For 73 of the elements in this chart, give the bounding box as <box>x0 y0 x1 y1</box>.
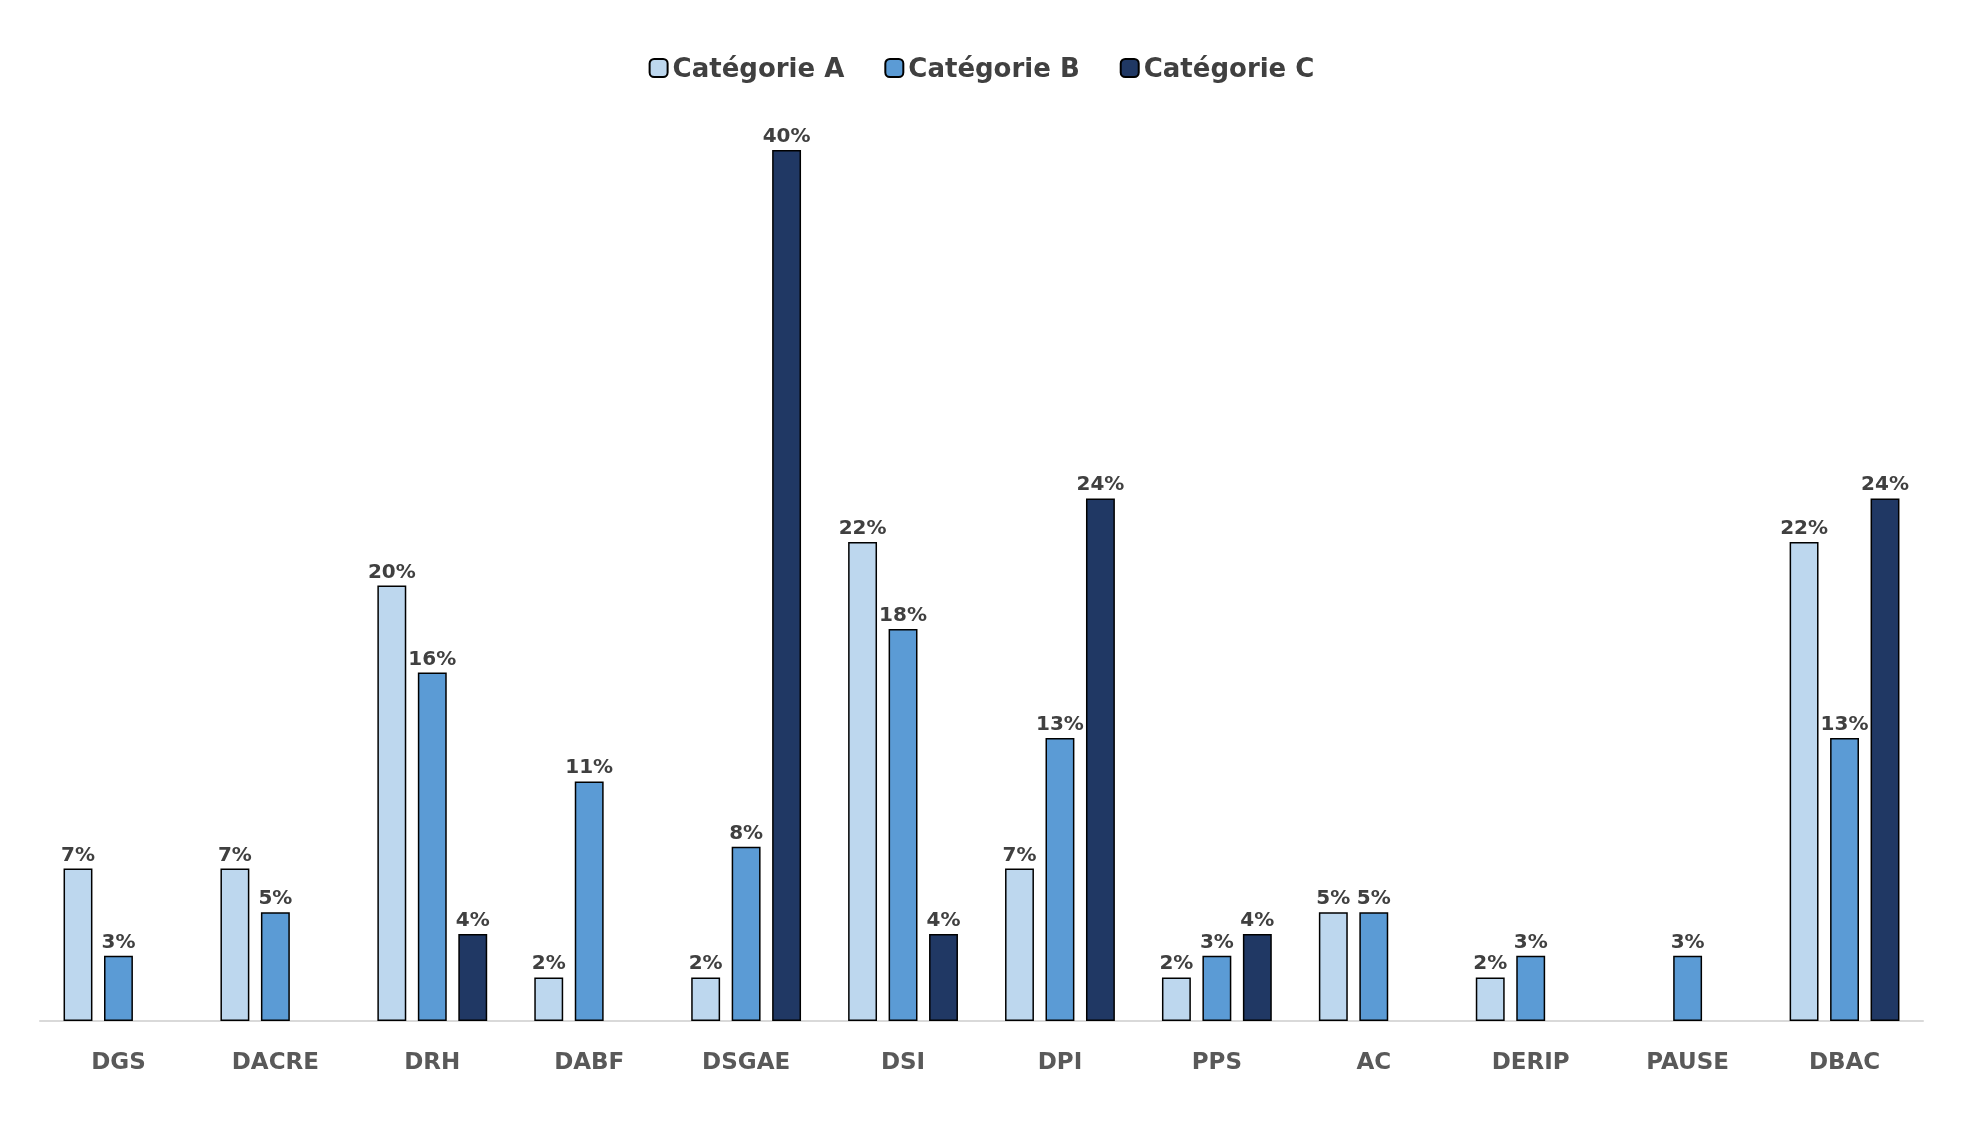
x-tick-label: DACRE <box>231 1047 319 1074</box>
x-tick-label: DERIP <box>1491 1047 1570 1074</box>
data-label: 18% <box>879 602 927 627</box>
x-tick-label: PPS <box>1191 1047 1243 1074</box>
bar <box>1085 498 1115 1021</box>
data-label: 22% <box>838 514 887 539</box>
bar <box>574 781 604 1021</box>
data-label: 24% <box>1861 471 1909 496</box>
bar <box>1673 955 1703 1021</box>
data-label: 3% <box>1199 928 1234 953</box>
x-tick-label: DRH <box>404 1047 461 1074</box>
data-label: 7% <box>1002 841 1037 866</box>
x-tick-label: DGS <box>91 1047 146 1074</box>
data-label: 16% <box>408 645 457 670</box>
bar <box>260 912 290 1021</box>
data-label: 2% <box>1473 950 1508 975</box>
bar <box>1830 737 1859 1021</box>
data-label: 5% <box>1356 885 1391 910</box>
bar <box>1161 977 1191 1021</box>
bar <box>458 933 488 1021</box>
data-label: 11% <box>565 754 614 779</box>
legend-label: Catégorie B <box>908 53 1080 83</box>
data-label: 4% <box>1240 906 1275 931</box>
data-label: 13% <box>1820 710 1869 735</box>
bar <box>1789 541 1819 1021</box>
x-tick-label: DSGAE <box>702 1047 791 1074</box>
data-label: 3% <box>101 928 136 953</box>
bar <box>848 541 878 1021</box>
data-label: 2% <box>531 950 566 975</box>
bar <box>534 977 564 1021</box>
x-tick-label: DBAC <box>1808 1047 1881 1074</box>
bar <box>691 977 721 1021</box>
bar <box>417 672 447 1021</box>
data-label: 2% <box>1159 950 1194 975</box>
bar <box>1045 737 1075 1021</box>
bar <box>1242 933 1272 1021</box>
legend-label: Catégorie C <box>1143 53 1315 83</box>
bar <box>772 150 802 1021</box>
data-label: 5% <box>1316 885 1351 910</box>
bar <box>731 846 761 1021</box>
data-label: 3% <box>1670 928 1705 953</box>
data-label: 7% <box>61 841 95 866</box>
data-label: 40% <box>762 123 811 147</box>
bar <box>888 629 918 1021</box>
bar <box>220 868 250 1021</box>
data-label: 3% <box>1513 928 1548 953</box>
x-tick-label: AC <box>1356 1047 1392 1074</box>
bar <box>1005 868 1034 1021</box>
data-label: 13% <box>1036 710 1084 735</box>
bar <box>377 585 407 1021</box>
bar <box>929 933 958 1021</box>
bar <box>63 868 93 1021</box>
bar <box>104 955 133 1021</box>
bar <box>1318 912 1348 1021</box>
bar <box>1516 955 1546 1021</box>
bar <box>1359 912 1389 1021</box>
legend-label: Catégorie A <box>672 53 845 83</box>
x-tick-label: PAUSE <box>1646 1047 1730 1074</box>
data-label: 4% <box>455 906 490 931</box>
x-tick-label: DPI <box>1037 1047 1083 1074</box>
bar <box>1475 977 1505 1021</box>
data-label: 7% <box>217 841 252 866</box>
data-label: 2% <box>688 950 723 975</box>
data-label: 22% <box>1780 514 1829 539</box>
bar <box>1202 955 1232 1021</box>
data-label: 20% <box>367 558 416 583</box>
data-label: 5% <box>258 885 293 910</box>
bar <box>1870 498 1900 1021</box>
data-label: 24% <box>1076 471 1125 496</box>
x-tick-label: DABF <box>554 1047 625 1074</box>
x-tick-label: DSI <box>880 1047 926 1074</box>
data-label: 8% <box>729 819 764 844</box>
data-label: 4% <box>926 906 961 931</box>
